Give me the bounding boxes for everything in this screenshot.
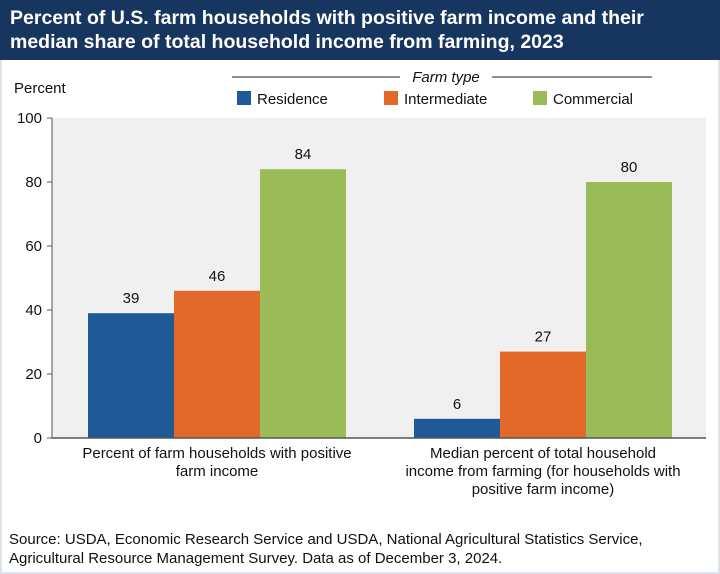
bar-residence	[414, 418, 500, 438]
data-label: 84	[295, 146, 312, 163]
bar-residence	[88, 313, 174, 438]
bar-intermediate	[174, 290, 260, 438]
x-category-label: Median percent of total household	[430, 445, 656, 462]
x-category-label: farm income	[176, 463, 259, 480]
legend-label-intermediate: Intermediate	[404, 91, 487, 108]
bar-intermediate	[500, 351, 586, 438]
data-label: 46	[209, 268, 226, 285]
y-tick-label: 60	[25, 238, 42, 255]
data-label: 39	[123, 290, 140, 307]
x-category-label: positive farm income)	[472, 481, 615, 498]
chart-title: Percent of U.S. farm households with pos…	[10, 7, 644, 53]
legend-swatch-residence	[237, 91, 251, 105]
legend-label-residence: Residence	[257, 91, 328, 108]
legend-swatch-intermediate	[384, 91, 398, 105]
legend-title: Farm type	[412, 69, 480, 86]
bar-commercial	[586, 182, 672, 438]
source-note: Source: USDA, Economic Research Service …	[9, 531, 643, 567]
data-label: 6	[453, 396, 461, 413]
y-axis-label: Percent	[14, 80, 67, 97]
bar-commercial	[260, 169, 346, 438]
data-label: 80	[621, 159, 638, 176]
y-tick-label: 80	[25, 174, 42, 191]
y-tick-label: 0	[34, 430, 42, 447]
legend-label-commercial: Commercial	[553, 91, 633, 108]
legend-swatch-commercial	[533, 91, 547, 105]
data-label: 27	[535, 329, 552, 346]
y-tick-label: 20	[25, 366, 42, 383]
x-category-label: income from farming (for households with	[405, 463, 680, 480]
title-bar: Percent of U.S. farm households with pos…	[0, 0, 720, 60]
y-tick-label: 100	[17, 110, 42, 127]
y-tick-label: 40	[25, 302, 42, 319]
x-category-label: Percent of farm households with positive	[82, 445, 351, 462]
